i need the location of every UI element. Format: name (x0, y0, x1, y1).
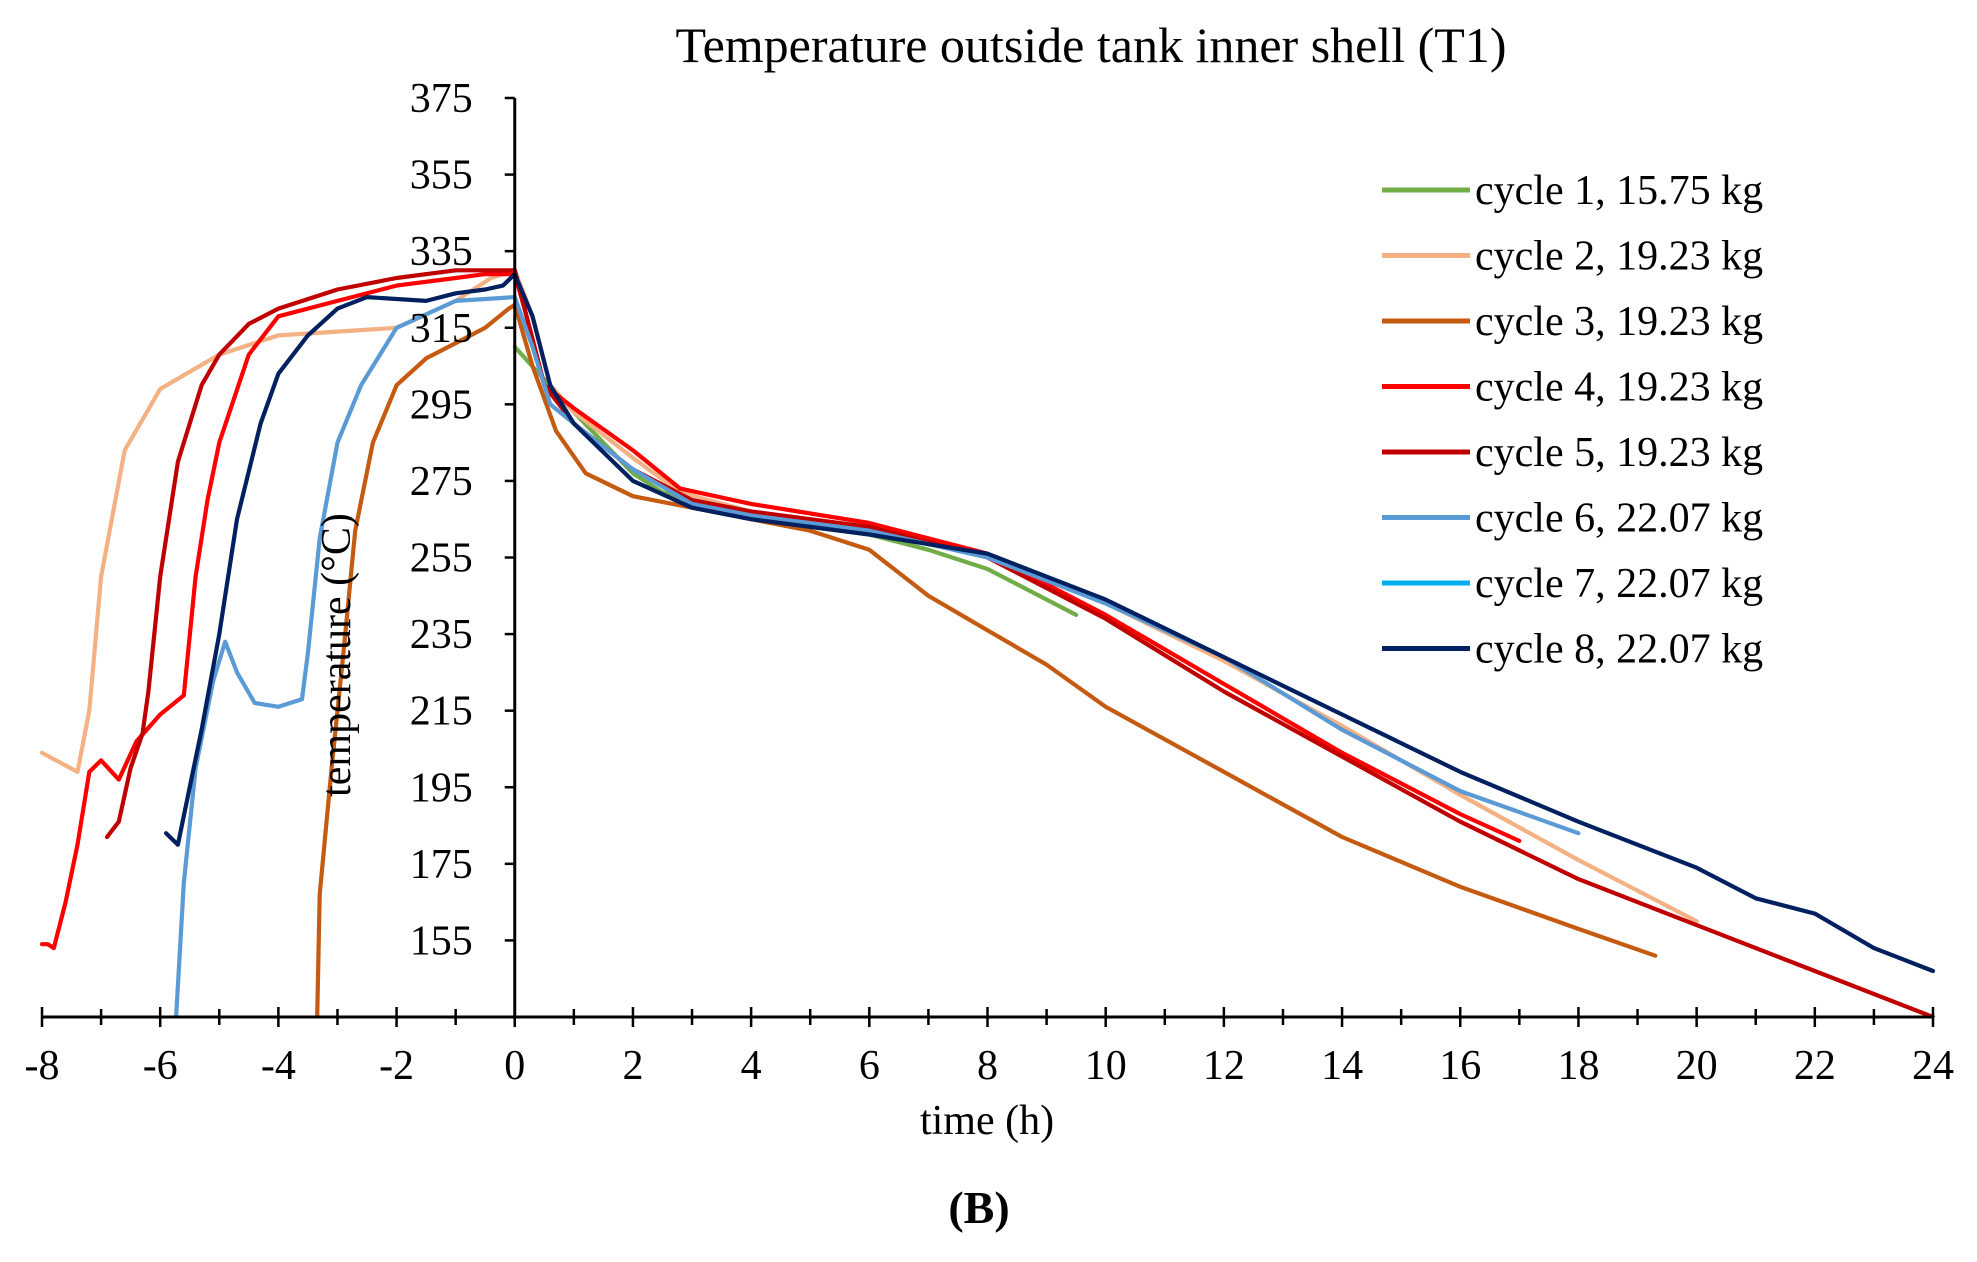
x-tick-label: 14 (1321, 1043, 1363, 1089)
legend: cycle 1, 15.75 kg cycle 2, 19.23 kg cycle … (1382, 168, 1763, 673)
series-line-cycle-3 (315, 302, 1658, 1017)
x-tick-label: -4 (261, 1043, 296, 1089)
y-tick-label: 355 (410, 153, 473, 199)
series-layer (39, 268, 1936, 1017)
y-tick-label: 375 (410, 76, 473, 122)
x-tick-label: 10 (1085, 1043, 1127, 1089)
legend-label-cycle-1: cycle 1, 15.75 kg (1475, 168, 1763, 214)
y-tick-label: 215 (410, 689, 473, 735)
y-tick-label: 255 (410, 536, 473, 582)
axis-layer: -8 -6 -4 -2 0 2 4 6 8 10 12 14 16 18 20 22 2415517519521… (25, 76, 1955, 1089)
y-tick-label: 275 (410, 459, 473, 505)
x-tick-label: 2 (622, 1043, 643, 1089)
y-tick-label: 155 (410, 918, 473, 964)
x-tick-label: 8 (977, 1043, 998, 1089)
x-tick-label: 0 (504, 1043, 525, 1089)
x-tick-label: -6 (143, 1043, 178, 1089)
panel-label: (B) (948, 1182, 1009, 1233)
x-tick-label: 12 (1203, 1043, 1245, 1089)
y-tick-label: 235 (410, 612, 473, 658)
series-line-cycle-6 (173, 295, 1581, 1017)
x-tick-label: 24 (1912, 1043, 1954, 1089)
legend-label-cycle-7: cycle 7, 22.07 kg (1475, 561, 1763, 607)
y-tick-label: 295 (410, 382, 473, 428)
x-tick-label: 22 (1794, 1043, 1836, 1089)
x-tick-label: 6 (859, 1043, 880, 1089)
chart-title: Temperature outside tank inner shell (T1… (676, 17, 1507, 73)
legend-label-cycle-6: cycle 6, 22.07 kg (1475, 496, 1763, 542)
y-tick-label: 315 (410, 306, 473, 352)
y-axis-label: temperature (°C) (314, 513, 360, 797)
y-tick-label: 175 (410, 842, 473, 888)
x-tick-label: 4 (741, 1043, 762, 1089)
x-tick-label: 18 (1557, 1043, 1599, 1089)
legend-label-cycle-2: cycle 2, 19.23 kg (1475, 234, 1763, 280)
x-tick-label: -2 (379, 1043, 414, 1089)
y-tick-label: 335 (410, 229, 473, 275)
legend-label-cycle-3: cycle 3, 19.23 kg (1475, 299, 1763, 345)
series-line-cycle-4 (39, 272, 1522, 951)
x-tick-label: -8 (25, 1043, 60, 1089)
series-line-cycle-5 (104, 268, 1936, 1017)
legend-label-cycle-8: cycle 8, 22.07 kg (1475, 627, 1763, 673)
legend-label-cycle-4: cycle 4, 19.23 kg (1475, 365, 1763, 411)
x-tick-label: 16 (1439, 1043, 1481, 1089)
x-axis-label: time (h) (920, 1098, 1054, 1144)
y-tick-label: 195 (410, 765, 473, 811)
legend-label-cycle-5: cycle 5, 19.23 kg (1475, 430, 1763, 476)
series-line-cycle-2 (39, 268, 1699, 924)
x-tick-label: 20 (1676, 1043, 1718, 1089)
series-line-cycle-8 (164, 272, 1936, 974)
